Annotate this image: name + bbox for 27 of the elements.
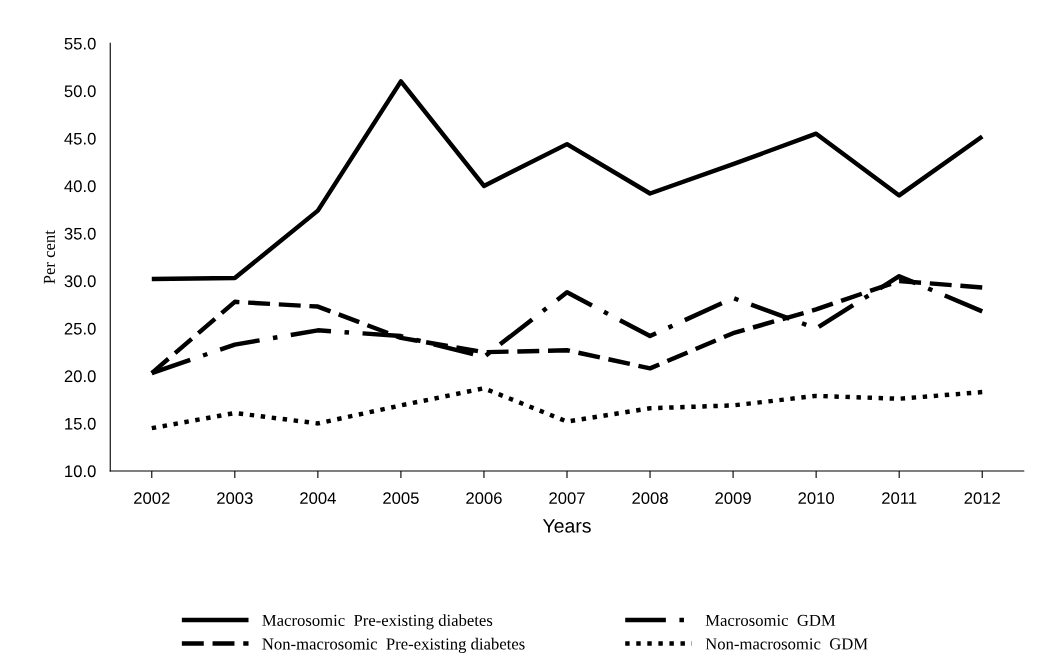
legend-label: Macrosomic GDM <box>705 614 836 626</box>
y-tick-label: 40.0 <box>64 180 96 193</box>
x-tick-label: 2005 <box>383 492 419 505</box>
legend-label: Non-macrosomic GDM <box>705 638 868 650</box>
y-tick-label: 35.0 <box>64 227 96 240</box>
y-tick-label: 55.0 <box>64 37 96 50</box>
x-tick-label: 2007 <box>549 492 585 505</box>
y-tick-label: 20.0 <box>64 370 96 383</box>
y-axis-title: Per cent <box>43 230 55 284</box>
x-tick-label: 2006 <box>466 492 502 505</box>
x-tick-label: 2011 <box>882 492 917 505</box>
x-axis-title: Years <box>542 519 591 533</box>
y-tick-label: 30.0 <box>64 275 96 288</box>
x-tick-label: 2004 <box>300 492 336 505</box>
x-tick-label: 2009 <box>715 492 751 505</box>
x-tick-label: 2008 <box>632 492 668 505</box>
y-tick-label: 50.0 <box>64 85 96 98</box>
x-tick-label: 2003 <box>217 492 253 505</box>
legend-label: Non-macrosomic Pre-existing diabetes <box>262 637 525 653</box>
y-tick-label: 15.0 <box>65 417 96 430</box>
y-tick-label: 10.0 <box>65 465 96 478</box>
y-tick-label: 45.0 <box>64 132 96 145</box>
legend-label: Macrosomic Pre-existing diabetes <box>262 614 493 630</box>
x-tick-label: 2012 <box>964 492 1000 505</box>
x-tick-label: 2010 <box>798 492 835 505</box>
x-tick-label: 2002 <box>134 492 170 505</box>
y-tick-label: 25.0 <box>64 322 96 335</box>
